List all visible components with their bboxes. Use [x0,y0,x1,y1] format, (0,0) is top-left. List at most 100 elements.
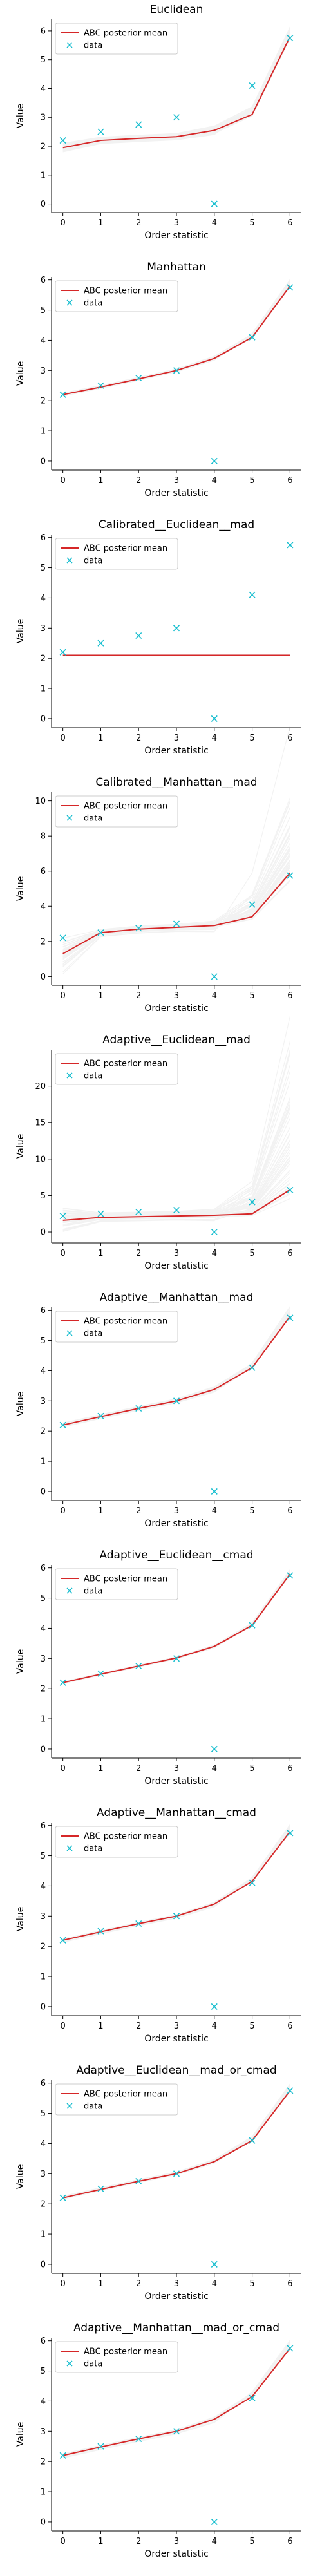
y-tick-label: 0 [41,1487,46,1497]
legend-box [55,1826,178,1858]
legend-data-label: data [84,814,102,824]
posterior-sample-line [62,834,290,948]
data-point [287,1572,294,1579]
data-point [97,2185,104,2192]
data-point [287,35,294,42]
data-point [249,591,256,598]
data-point [211,973,218,980]
data-point [59,649,66,656]
chart-title: Adaptive__Manhattan__cmad [97,1806,256,1819]
x-tick-label: 3 [174,734,179,743]
x-tick-label: 1 [98,2537,103,2546]
posterior-sample-line [62,28,290,151]
legend: ABC posterior mean data [55,795,178,828]
data-point [135,1405,142,1412]
legend: ABC posterior mean data [55,2341,178,2373]
posterior-sample-line [62,1198,290,1225]
x-axis-label: Order statistic [144,488,208,498]
posterior-sample-line [62,849,290,964]
legend-box [55,795,178,828]
x-tick-label: 1 [98,734,103,743]
data-point-stroke [287,1186,294,1193]
x-tick-label: 1 [98,991,103,1001]
data-point-stroke [59,1421,66,1428]
y-tick-label: 5 [41,55,46,65]
legend-box [55,1311,178,1343]
x-tick-label: 5 [249,734,254,743]
data-point [287,1830,294,1837]
y-tick-label: 5 [41,306,46,316]
x-tick-label: 1 [98,1764,103,1774]
y-tick-label: 10 [35,797,46,806]
posterior-sample-line [62,283,290,396]
legend-box [55,280,178,312]
data-point-stroke [249,82,256,90]
x-tick-label: 5 [249,2279,254,2289]
data-point-stroke [97,929,104,936]
chart-title: Adaptive__Euclidean__mad [102,1034,251,1046]
y-tick-label: 0 [41,457,46,466]
legend-data-swatch [66,557,73,564]
x-tick-label: 0 [60,1764,65,1774]
posterior-sample-line [62,1146,290,1217]
legend-data-swatch-stroke [66,299,73,306]
data-point-stroke [173,2428,180,2435]
x-tick-label: 3 [174,991,179,1001]
chart-panel-10: Adaptive__Manhattan__mad_or_cmad 0 1 2 3 4 5 6 0… [15,2322,301,2559]
posterior-sample-line [62,32,290,147]
y-tick-label: 3 [41,113,46,123]
x-tick-label: 2 [136,1249,141,1258]
posterior-sample-line [62,1309,290,1427]
x-tick-label: 2 [136,2279,141,2289]
data-point-stroke [249,1879,256,1886]
data-point-stroke [249,901,256,908]
posterior-sample-line [62,1160,290,1231]
data-point-stroke [211,457,218,464]
posterior-sample-line [62,29,290,152]
y-tick-label: 2 [41,2458,46,2467]
x-tick-label: 0 [60,1249,65,1258]
y-tick-label: 6 [41,1306,46,1316]
posterior-sample-line [62,2083,290,2197]
x-tick-label: 2 [136,218,141,228]
legend-data-label: data [84,1844,102,1854]
data-point-stroke [97,2443,104,2450]
y-axis-label: Value [15,1649,26,1674]
posterior-sample-line [62,1172,290,1219]
data-point [59,2452,66,2459]
data-point-stroke [211,2518,218,2525]
x-axis-label: Order statistic [144,2549,208,2559]
chart-title: Adaptive__Euclidean__mad_or_cmad [76,2064,276,2077]
y-tick-label: 8 [41,832,46,842]
data-point-stroke [211,200,218,207]
posterior-sample-line [62,880,290,960]
x-tick-label: 6 [287,1249,292,1258]
posterior-sample-line [62,1081,290,1215]
data-point [59,1679,66,1686]
data-point-stroke [135,1405,142,1412]
posterior-sample-line [62,38,290,151]
data-point-stroke [97,382,104,389]
posterior-sample-line [62,1826,290,1943]
data-point [173,367,180,374]
posterior-sample-line [62,31,290,146]
x-tick-label: 1 [98,218,103,228]
posterior-sample-line [62,1310,290,1425]
legend-box [55,1053,178,1085]
legend-mean-label: ABC posterior mean [84,544,167,554]
y-tick-label: 1 [41,171,46,180]
data-point-stroke [59,137,66,144]
y-tick-label: 0 [41,1228,46,1238]
y-tick-label: 3 [41,2170,46,2179]
x-tick-label: 6 [287,218,292,228]
y-tick-label: 15 [35,1119,46,1128]
y-axis-label: Value [15,1134,26,1159]
y-tick-label: 4 [41,2397,46,2407]
x-tick-label: 0 [60,2537,65,2546]
posterior-sample-line [62,1826,290,1942]
x-axis-label: Order statistic [144,746,208,756]
data-point [249,1364,256,1371]
x-tick-label: 4 [212,991,217,1001]
posterior-sample-line [62,1828,290,1942]
data-point-stroke [173,2170,180,2177]
